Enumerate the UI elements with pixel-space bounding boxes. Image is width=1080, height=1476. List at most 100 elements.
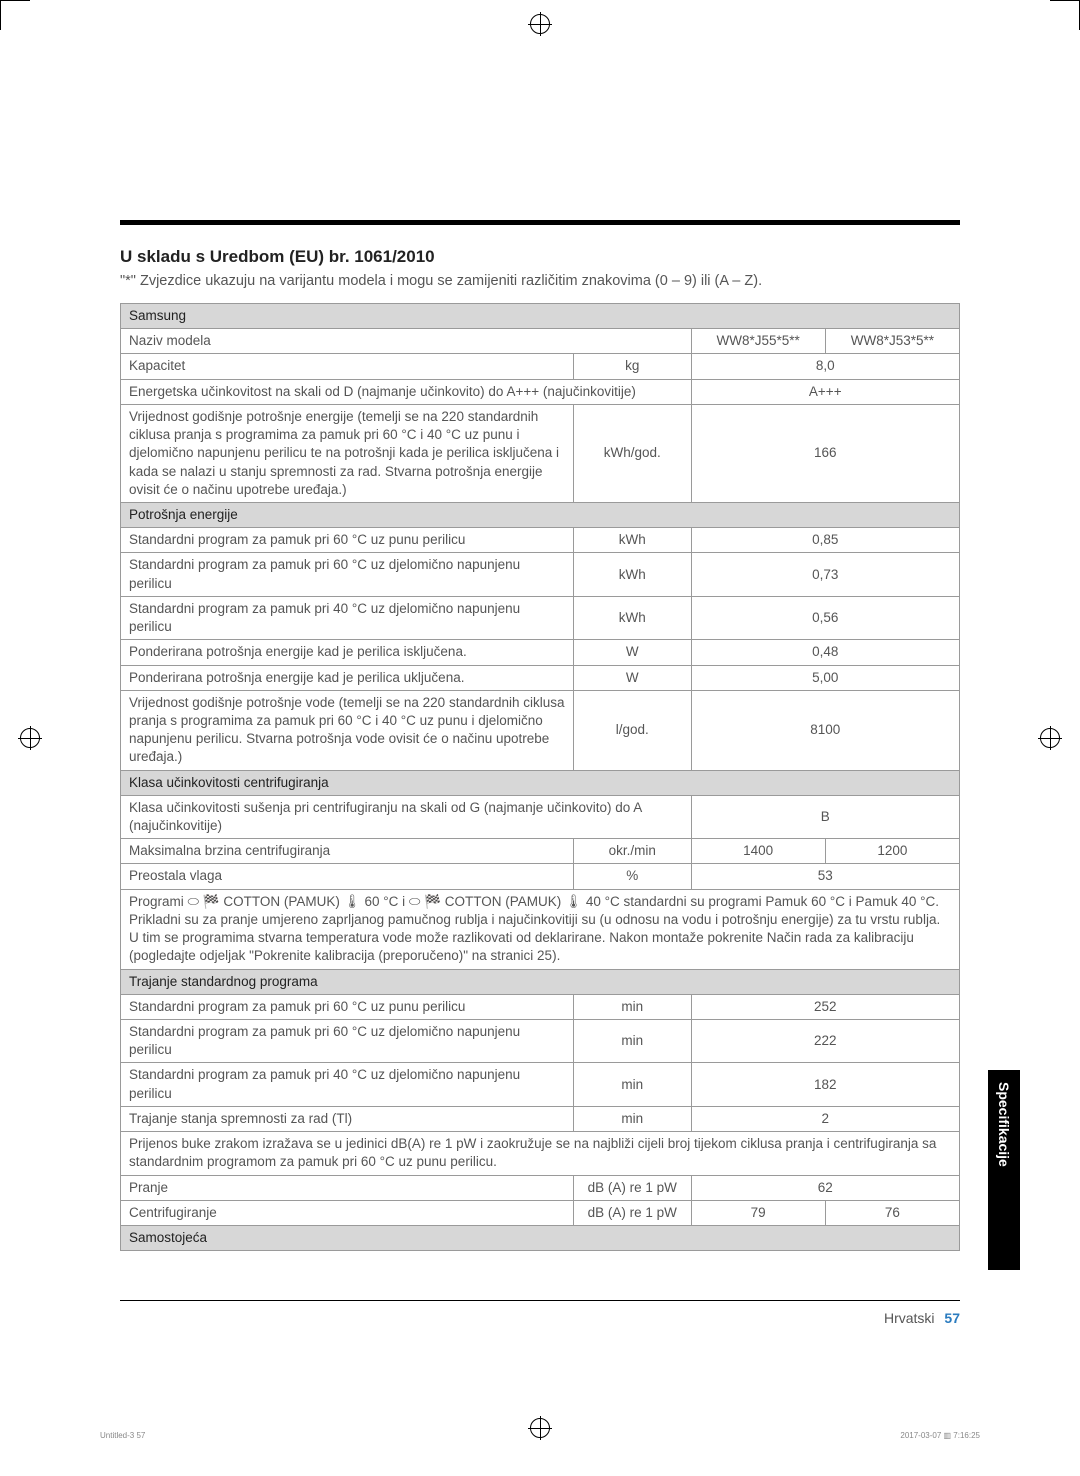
spec-table: Samsung Naziv modela WW8*J55*5** WW8*J53…: [120, 303, 960, 1251]
value-cell: A+++: [691, 379, 959, 404]
unit-cell: min: [574, 1063, 691, 1106]
table-row: Standardni program za pamuk pri 60 °C uz…: [121, 528, 960, 553]
table-row: Programi ⬭ 🏁 COTTON (PAMUK) 🌡 60 °C i ⬭ …: [121, 889, 960, 969]
page-subtitle: "*" Zvjezdice ukazuju na varijantu model…: [120, 273, 960, 289]
label-cell: Standardni program za pamuk pri 60 °C uz…: [121, 1020, 574, 1063]
table-row: Centrifugiranje dB (A) re 1 pW 79 76: [121, 1200, 960, 1225]
table-row: Ponderirana potrošnja energije kad je pe…: [121, 640, 960, 665]
value-cell: 53: [691, 864, 959, 889]
label-cell: Vrijednost godišnje potrošnje vode (teme…: [121, 690, 574, 770]
table-row: Ponderirana potrošnja energije kad je pe…: [121, 665, 960, 690]
value-cell: 5,00: [691, 665, 959, 690]
side-tab: Specifikacije: [988, 1070, 1020, 1270]
label-cell: Standardni program za pamuk pri 40 °C uz…: [121, 1063, 574, 1106]
registration-mark-icon: [1040, 728, 1060, 748]
table-row: Klasa učinkovitosti centrifugiranja: [121, 770, 960, 795]
table-row: Standardni program za pamuk pri 60 °C uz…: [121, 1020, 960, 1063]
top-rule: [120, 220, 960, 225]
value-cell: 252: [691, 994, 959, 1019]
table-row: Samostojeća: [121, 1225, 960, 1250]
label-cell: Standardni program za pamuk pri 60 °C uz…: [121, 553, 574, 596]
registration-mark-icon: [20, 728, 40, 748]
section-cell: Samostojeća: [121, 1225, 960, 1250]
label-cell: Ponderirana potrošnja energije kad je pe…: [121, 665, 574, 690]
value-cell: 1200: [825, 839, 959, 864]
value-cell: 1400: [691, 839, 825, 864]
value-cell: WW8*J53*5**: [825, 329, 959, 354]
label-cell: Trajanje stanja spremnosti za rad (Tl): [121, 1106, 574, 1131]
footer-text: Hrvatski 57: [884, 1310, 960, 1326]
value-cell: 79: [691, 1200, 825, 1225]
table-row: Prijenos buke zrakom izražava se u jedin…: [121, 1132, 960, 1175]
registration-mark-icon: [530, 1418, 550, 1438]
label-cell: Energetska učinkovitost na skali od D (n…: [121, 379, 692, 404]
note-cell: Programi ⬭ 🏁 COTTON (PAMUK) 🌡 60 °C i ⬭ …: [121, 889, 960, 969]
crop-mark: [0, 0, 1, 30]
label-cell: Naziv modela: [121, 329, 692, 354]
label-cell: Maksimalna brzina centrifugiranja: [121, 839, 574, 864]
note-cell: Prijenos buke zrakom izražava se u jedin…: [121, 1132, 960, 1175]
brand-cell: Samsung: [121, 304, 960, 329]
table-row: Standardni program za pamuk pri 60 °C uz…: [121, 994, 960, 1019]
unit-cell: dB (A) re 1 pW: [574, 1175, 691, 1200]
unit-cell: min: [574, 1106, 691, 1131]
table-row: Pranje dB (A) re 1 pW 62: [121, 1175, 960, 1200]
value-cell: 62: [691, 1175, 959, 1200]
value-cell: 166: [691, 404, 959, 502]
value-cell: 0,48: [691, 640, 959, 665]
table-row: Maksimalna brzina centrifugiranja okr./m…: [121, 839, 960, 864]
print-footer-left: Untitled-3 57: [100, 1431, 145, 1440]
unit-cell: l/god.: [574, 690, 691, 770]
value-cell: 0,85: [691, 528, 959, 553]
table-row: Klasa učinkovitosti sušenja pri centrifu…: [121, 795, 960, 838]
section-cell: Potrošnja energije: [121, 502, 960, 527]
unit-cell: kWh/god.: [574, 404, 691, 502]
label-cell: Kapacitet: [121, 354, 574, 379]
page-title: U skladu s Uredbom (EU) br. 1061/2010: [120, 247, 960, 267]
label-cell: Standardni program za pamuk pri 40 °C uz…: [121, 596, 574, 639]
unit-cell: kWh: [574, 528, 691, 553]
unit-cell: dB (A) re 1 pW: [574, 1200, 691, 1225]
footer-page: 57: [944, 1310, 960, 1326]
value-cell: 222: [691, 1020, 959, 1063]
table-row: Samsung: [121, 304, 960, 329]
unit-cell: kWh: [574, 553, 691, 596]
section-cell: Klasa učinkovitosti centrifugiranja: [121, 770, 960, 795]
label-cell: Preostala vlaga: [121, 864, 574, 889]
unit-cell: W: [574, 665, 691, 690]
value-cell: 8,0: [691, 354, 959, 379]
value-cell: B: [691, 795, 959, 838]
label-cell: Standardni program za pamuk pri 60 °C uz…: [121, 994, 574, 1019]
unit-cell: okr./min: [574, 839, 691, 864]
value-cell: 8100: [691, 690, 959, 770]
print-footer-right: 2017-03-07 ▥ 7:16:25: [900, 1431, 980, 1440]
unit-cell: %: [574, 864, 691, 889]
table-row: Preostala vlaga % 53: [121, 864, 960, 889]
label-cell: Pranje: [121, 1175, 574, 1200]
table-row: Naziv modela WW8*J55*5** WW8*J53*5**: [121, 329, 960, 354]
table-row: Trajanje standardnog programa: [121, 969, 960, 994]
value-cell: 0,56: [691, 596, 959, 639]
value-cell: 182: [691, 1063, 959, 1106]
unit-cell: W: [574, 640, 691, 665]
table-row: Vrijednost godišnje potrošnje energije (…: [121, 404, 960, 502]
unit-cell: min: [574, 994, 691, 1019]
footer-lang: Hrvatski: [884, 1310, 935, 1326]
label-cell: Centrifugiranje: [121, 1200, 574, 1225]
unit-cell: min: [574, 1020, 691, 1063]
table-row: Kapacitet kg 8,0: [121, 354, 960, 379]
table-row: Energetska učinkovitost na skali od D (n…: [121, 379, 960, 404]
unit-cell: kWh: [574, 596, 691, 639]
table-row: Standardni program za pamuk pri 40 °C uz…: [121, 1063, 960, 1106]
section-cell: Trajanje standardnog programa: [121, 969, 960, 994]
unit-cell: kg: [574, 354, 691, 379]
crop-mark: [1050, 0, 1080, 1]
table-row: Vrijednost godišnje potrošnje vode (teme…: [121, 690, 960, 770]
value-cell: 2: [691, 1106, 959, 1131]
label-cell: Vrijednost godišnje potrošnje energije (…: [121, 404, 574, 502]
label-cell: Standardni program za pamuk pri 60 °C uz…: [121, 528, 574, 553]
crop-mark: [0, 0, 30, 1]
label-cell: Klasa učinkovitosti sušenja pri centrifu…: [121, 795, 692, 838]
table-row: Potrošnja energije: [121, 502, 960, 527]
value-cell: 0,73: [691, 553, 959, 596]
